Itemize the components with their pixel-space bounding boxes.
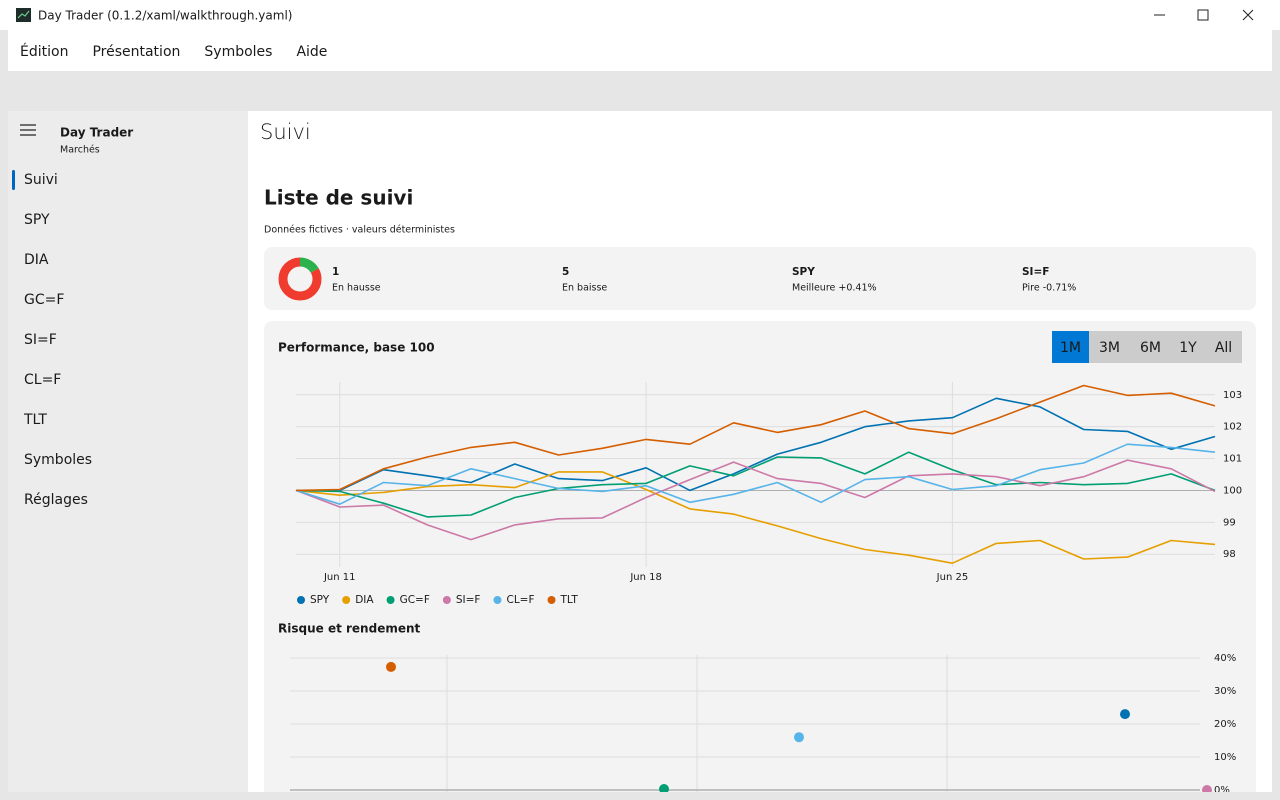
window-border bbox=[1272, 30, 1280, 800]
menu-item[interactable]: Symboles bbox=[204, 44, 272, 60]
performance-chart: 1M 3M 6M 1Y All 98 99 100 101 102 103 Jun 11 Jun 18 J… bbox=[295, 331, 1242, 606]
nav-item[interactable]: SPY bbox=[24, 212, 50, 228]
risk-chart: 0% 10% 20% 30% 40% bbox=[290, 653, 1236, 800]
chart-title: Risque et rendement bbox=[278, 622, 421, 636]
range-button[interactable] bbox=[1089, 331, 1130, 363]
menu-item[interactable]: Édition bbox=[20, 43, 68, 60]
menu-item[interactable]: Aide bbox=[296, 44, 327, 60]
summary-value: SI=F bbox=[1022, 266, 1049, 278]
legend-swatch bbox=[493, 596, 502, 604]
menu-bar bbox=[8, 30, 1272, 71]
legend-swatch bbox=[342, 596, 351, 604]
nav-item[interactable]: Suivi bbox=[24, 172, 58, 188]
series-line bbox=[295, 443, 1216, 505]
legend-swatch bbox=[442, 596, 451, 604]
y-tick-label: 103 bbox=[1223, 390, 1242, 401]
legend-label: TLT bbox=[560, 594, 579, 606]
summary-label: Pire -0.71% bbox=[1022, 283, 1076, 294]
hamburger-button[interactable] bbox=[20, 124, 36, 136]
legend-label: SPY bbox=[310, 594, 330, 606]
summary-card bbox=[264, 247, 1256, 310]
nav-selection-indicator bbox=[12, 170, 15, 190]
y-tick-label: 99 bbox=[1223, 517, 1236, 528]
range-button-label[interactable]: All bbox=[1215, 340, 1232, 356]
title-bar bbox=[0, 0, 1280, 30]
window-title: Day Trader (0.1.2/xaml/walkthrough.yaml) bbox=[38, 9, 292, 23]
legend-label: DIA bbox=[355, 594, 374, 606]
close-button[interactable] bbox=[1242, 9, 1254, 21]
nav-item[interactable]: GC=F bbox=[24, 292, 64, 308]
y-tick-label: 40% bbox=[1214, 653, 1236, 664]
series-line bbox=[295, 471, 1216, 564]
nav-item[interactable]: DIA bbox=[24, 252, 49, 268]
scatter-point bbox=[386, 661, 396, 672]
scatter-point bbox=[659, 784, 669, 795]
nav-items: Suivi SPY DIA GC=F SI=F CL=F TLT Symboles Réglag… bbox=[12, 170, 92, 508]
app-icon-line bbox=[17, 10, 30, 19]
range-button-label[interactable]: 1M bbox=[1060, 340, 1081, 356]
summary-value: 5 bbox=[562, 266, 569, 278]
summary: 1 En hausse 5 En baisse SPY Meilleure +0.41% S… bbox=[278, 257, 1076, 301]
summary-value: 1 bbox=[332, 266, 339, 278]
maximize-button[interactable] bbox=[1197, 9, 1209, 21]
range-button[interactable] bbox=[1130, 331, 1171, 363]
legend-swatch bbox=[386, 596, 395, 604]
legend-swatch bbox=[297, 596, 305, 604]
series-line bbox=[295, 459, 1216, 541]
series-line bbox=[295, 451, 1216, 518]
range-button-label[interactable]: 6M bbox=[1140, 340, 1161, 356]
legend-swatch bbox=[547, 596, 556, 604]
legend-label: GC=F bbox=[400, 594, 430, 606]
y-tick-label: 100 bbox=[1223, 485, 1242, 496]
y-tick-label: 0% bbox=[1214, 785, 1230, 796]
x-tick-label: Jun 25 bbox=[936, 572, 969, 583]
y-tick-label: 30% bbox=[1214, 686, 1236, 697]
toolbar-band bbox=[8, 71, 1272, 111]
nav-item[interactable]: CL=F bbox=[24, 372, 61, 388]
x-tick-label: Jun 18 bbox=[629, 572, 662, 583]
nav-item[interactable]: Réglages bbox=[24, 492, 88, 508]
app-subtitle: Marchés bbox=[60, 145, 100, 156]
y-tick-label: 98 bbox=[1223, 549, 1236, 560]
range-button-label[interactable]: 1Y bbox=[1179, 340, 1197, 356]
series-line bbox=[295, 384, 1216, 492]
range-button[interactable] bbox=[1205, 331, 1242, 363]
app-name: Day Trader bbox=[60, 126, 133, 140]
chart-title: Performance, base 100 bbox=[278, 341, 435, 355]
donut-segment bbox=[278, 257, 322, 301]
nav-item[interactable]: SI=F bbox=[24, 332, 57, 348]
window-border bbox=[0, 30, 8, 800]
y-tick-label: 10% bbox=[1214, 752, 1236, 763]
menu-item[interactable]: Présentation bbox=[92, 44, 180, 60]
summary-label: En baisse bbox=[562, 283, 607, 294]
y-tick-label: 102 bbox=[1223, 422, 1242, 433]
range-button[interactable] bbox=[1171, 331, 1205, 363]
range-button-label[interactable]: 3M bbox=[1099, 340, 1120, 356]
scatter-point bbox=[794, 732, 804, 743]
scatter-point bbox=[1120, 709, 1130, 720]
x-tick-label: Jun 11 bbox=[323, 572, 356, 583]
series-line bbox=[296, 397, 1216, 492]
page-title: Liste de suivi bbox=[264, 186, 413, 210]
nav-item[interactable]: TLT bbox=[23, 412, 47, 428]
page-header: Suivi bbox=[260, 120, 311, 144]
y-tick-label: 20% bbox=[1214, 719, 1236, 730]
nav-item[interactable]: Symboles bbox=[24, 452, 92, 468]
summary-label: En hausse bbox=[332, 283, 381, 294]
page-subtitle: Données fictives · valeurs déterministes bbox=[264, 225, 455, 236]
summary-value: SPY bbox=[792, 266, 815, 278]
legend-label: SI=F bbox=[456, 594, 481, 606]
range-button[interactable] bbox=[1052, 331, 1089, 363]
y-tick-label: 101 bbox=[1223, 454, 1242, 465]
menu: Édition Présentation Symboles Aide bbox=[20, 43, 327, 60]
nav-pane bbox=[8, 111, 248, 792]
summary-label: Meilleure +0.41% bbox=[792, 283, 877, 294]
legend-label: CL=F bbox=[506, 594, 534, 606]
window-border bbox=[0, 792, 1280, 800]
chart-card bbox=[264, 321, 1256, 800]
